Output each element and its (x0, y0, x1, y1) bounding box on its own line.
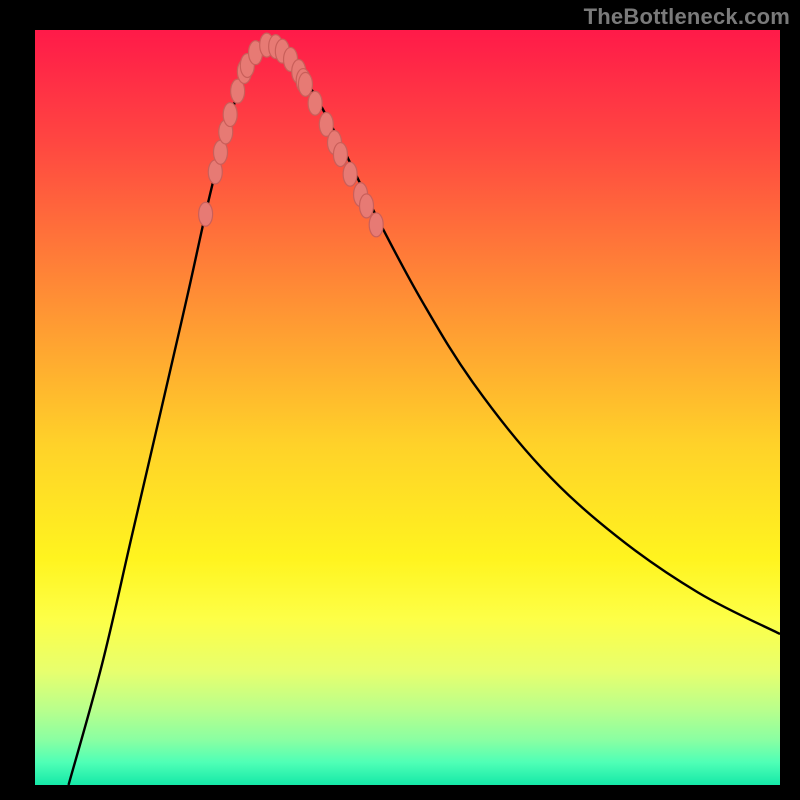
marker-point (308, 91, 322, 115)
marker-point (360, 194, 374, 218)
marker-point (298, 72, 312, 96)
marker-point (223, 103, 237, 127)
marker-point (333, 143, 347, 167)
marker-point (199, 202, 213, 226)
marker-point (343, 162, 357, 186)
chart-frame: TheBottleneck.com (0, 0, 800, 800)
data-markers (35, 30, 780, 785)
plot-area (35, 30, 780, 785)
marker-point (369, 213, 383, 237)
watermark-text: TheBottleneck.com (584, 4, 790, 30)
